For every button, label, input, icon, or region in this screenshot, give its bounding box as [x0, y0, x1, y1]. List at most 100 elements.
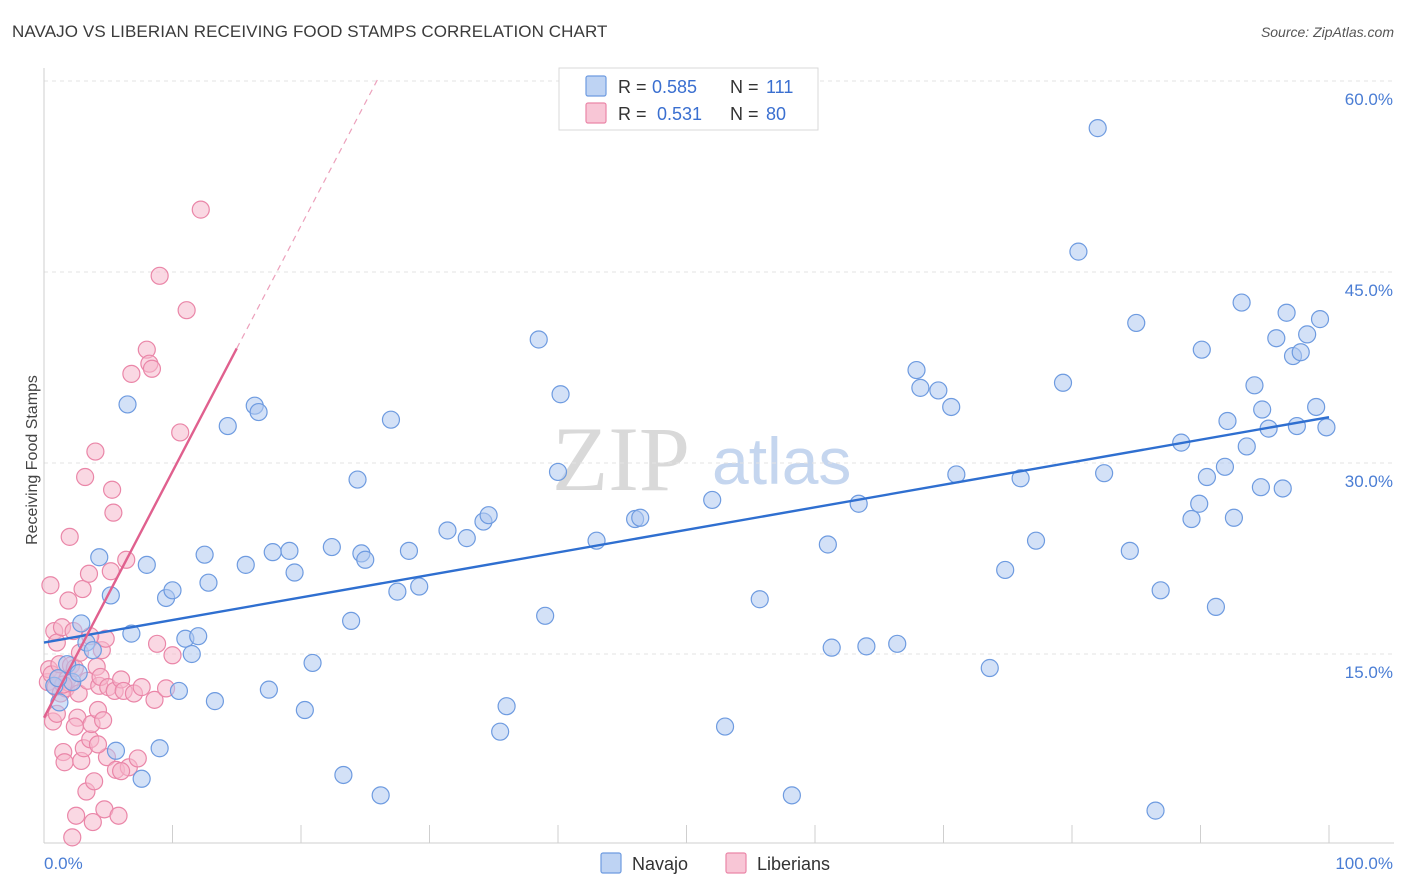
point-navajo-89: [1197, 467, 1217, 487]
point-navajo-59: [703, 490, 722, 510]
point-navajo-78: [1069, 242, 1088, 261]
point-navajo-60: [715, 717, 735, 736]
point-navajo-87: [1190, 494, 1209, 513]
point-navajo-100: [1267, 329, 1286, 348]
point-navajo-106: [1298, 325, 1317, 344]
point-navajo-86: [1182, 509, 1201, 529]
point-navajo-12: [122, 624, 141, 643]
point-navajo-23: [199, 573, 218, 592]
point-navajo-69: [911, 378, 930, 397]
point-navajo-8: [90, 548, 109, 567]
point-navajo-75: [1011, 469, 1030, 488]
axes: [43, 68, 1394, 844]
point-liberians-33: [79, 564, 99, 583]
point-navajo-42: [381, 410, 401, 429]
point-navajo-4: [69, 663, 88, 683]
point-navajo-37: [342, 611, 361, 630]
x-tick-label-0: 0.0%: [44, 854, 83, 873]
point-navajo-28: [249, 402, 268, 422]
watermark-zip: ZIP: [552, 408, 690, 510]
point-navajo-24: [205, 692, 225, 711]
point-navajo-79: [1088, 119, 1107, 138]
bottom-legend-navajo: Navajo: [632, 854, 688, 874]
point-navajo-96: [1245, 376, 1264, 395]
series-navajo-points: [45, 119, 1336, 820]
point-liberians-23: [67, 806, 86, 825]
legend-swatch-liberians: [585, 102, 607, 124]
point-navajo-1: [50, 693, 69, 712]
point-liberians-62: [132, 678, 151, 697]
point-navajo-36: [334, 765, 353, 785]
trend-line-liberians: [42, 347, 238, 719]
point-navajo-31: [280, 541, 299, 560]
point-navajo-83: [1146, 801, 1165, 820]
point-navajo-15: [150, 739, 169, 758]
point-navajo-77: [1053, 373, 1073, 392]
point-navajo-7: [83, 641, 102, 660]
chart-title: NAVAJO VS LIBERIAN RECEIVING FOOD STAMPS…: [12, 22, 608, 41]
point-liberians-51: [104, 503, 123, 522]
point-navajo-102: [1277, 303, 1296, 322]
point-liberians-20: [63, 828, 82, 847]
point-navajo-76: [1026, 531, 1046, 550]
point-navajo-91: [1215, 457, 1235, 476]
point-navajo-5: [72, 614, 91, 633]
point-navajo-22: [195, 545, 214, 564]
point-navajo-51: [497, 697, 516, 716]
point-navajo-29: [259, 680, 278, 699]
point-navajo-71: [942, 397, 961, 417]
point-liberians-2: [41, 576, 60, 595]
point-navajo-20: [182, 644, 201, 664]
point-navajo-55: [551, 385, 570, 404]
point-navajo-52: [529, 330, 548, 349]
bottom-legend-swatch-liberians: [725, 852, 747, 874]
point-navajo-10: [106, 741, 126, 760]
point-navajo-109: [1317, 418, 1336, 437]
point-navajo-49: [479, 506, 498, 525]
point-navajo-53: [536, 606, 555, 625]
legend-navajo-n-value: 111: [766, 77, 793, 97]
point-navajo-67: [888, 634, 907, 653]
point-navajo-34: [303, 653, 322, 673]
point-navajo-43: [388, 582, 407, 601]
point-navajo-62: [782, 786, 801, 805]
point-liberians-67: [147, 634, 167, 653]
point-navajo-33: [295, 700, 314, 720]
point-liberians-30: [76, 467, 95, 487]
point-liberians-68: [150, 266, 169, 285]
point-navajo-80: [1095, 464, 1114, 483]
point-liberians-16: [59, 591, 78, 610]
point-liberians-79: [111, 762, 131, 781]
point-liberians-17: [60, 527, 79, 546]
watermark-atlas: atlas: [712, 424, 851, 498]
point-navajo-107: [1307, 397, 1326, 417]
point-navajo-11: [118, 395, 137, 414]
point-navajo-92: [1218, 411, 1237, 431]
y-tick-label-15: 15.0%: [1345, 663, 1393, 682]
bottom-legend-swatch-navajo: [600, 852, 622, 874]
point-navajo-66: [857, 637, 876, 656]
point-liberians-78: [88, 735, 108, 754]
y-tick-label-30: 30.0%: [1345, 472, 1393, 491]
point-navajo-45: [410, 577, 429, 596]
y-axis-label: Receiving Food Stamps: [24, 375, 41, 545]
point-navajo-32: [285, 563, 304, 582]
point-liberians-76: [65, 717, 84, 736]
point-navajo-70: [929, 381, 948, 400]
point-navajo-81: [1120, 541, 1139, 560]
trend-line-navajo: [43, 415, 1330, 644]
point-navajo-26: [236, 555, 255, 574]
point-navajo-40: [356, 550, 375, 569]
bottom-legend-liberians: Liberians: [757, 854, 830, 874]
point-navajo-95: [1237, 437, 1256, 456]
point-navajo-41: [371, 786, 390, 805]
point-navajo-13: [132, 769, 151, 788]
x-tick-labels: 0.0% 100.0%: [44, 854, 1393, 873]
point-navajo-104: [1287, 416, 1306, 436]
point-liberians-66: [145, 690, 164, 709]
point-navajo-25: [218, 416, 237, 436]
x-tick-label-100: 100.0%: [1335, 854, 1393, 873]
point-liberians-37: [85, 772, 104, 791]
point-liberians-71: [171, 423, 190, 442]
trend-line-liberians-extension: [236, 78, 379, 349]
